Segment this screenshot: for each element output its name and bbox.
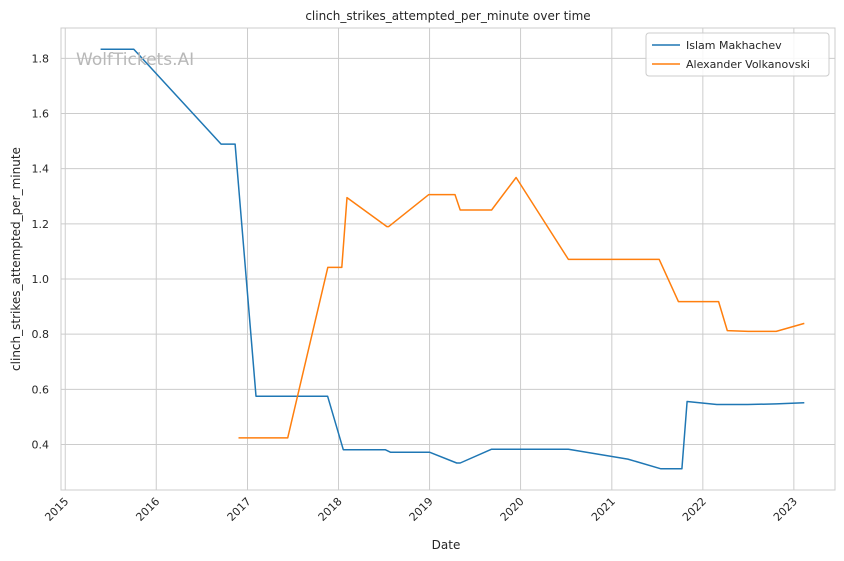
legend-label-islam-makhachev: Islam Makhachev (686, 39, 782, 52)
legend-frame (645, 32, 830, 77)
series-lines (100, 48, 805, 470)
series-line-alexander-volkanovski (238, 176, 805, 439)
y-tick-label: 1.8 (32, 52, 50, 65)
watermark: WolfTickets.AI (76, 50, 194, 70)
y-axis-ticks: 0.4 0.6 0.8 1.0 1.2 1.4 1.6 1.8 (32, 52, 50, 451)
series-line-islam-makhachev (100, 48, 805, 470)
y-tick-label: 1.6 (32, 108, 50, 121)
y-axis-title: clinch_strikes_attempted_per_minute (9, 147, 23, 371)
y-tick-label: 0.6 (32, 383, 50, 396)
y-tick-label: 0.8 (32, 328, 50, 341)
y-tick-label: 0.4 (32, 438, 50, 451)
legend-label-alexander-volkanovski: Alexander Volkanovski (686, 58, 810, 71)
y-tick-label: 1.4 (32, 163, 50, 176)
y-tick-label: 1.2 (32, 218, 50, 231)
legend: Islam Makhachev Alexander Volkanovski (645, 32, 830, 77)
y-tick-label: 1.0 (32, 273, 50, 286)
plot-area-frame (60, 27, 836, 491)
x-axis-title: Date (432, 538, 461, 552)
chart-title: clinch_strikes_attempted_per_minute over… (305, 9, 590, 23)
grid-lines (61, 28, 835, 490)
